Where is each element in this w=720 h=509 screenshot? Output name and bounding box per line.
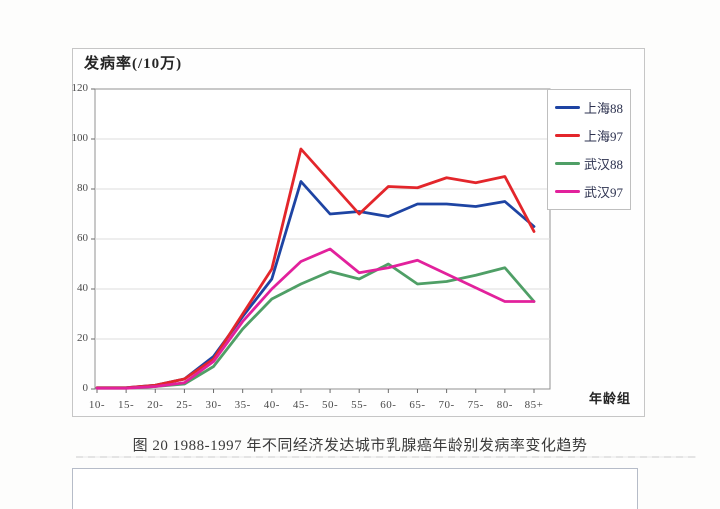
scan-artifact-line — [76, 456, 696, 458]
legend-label: 武汉97 — [584, 184, 624, 200]
legend-item-0: 上海88 — [555, 98, 628, 117]
series-line-3 — [95, 247, 536, 390]
chart-legend: 上海88 上海97 武汉88 武汉97 — [547, 89, 631, 210]
x-axis-title: 年龄组 — [589, 391, 632, 406]
legend-line-swatch — [555, 161, 580, 165]
next-figure-frame — [72, 468, 638, 509]
legend-line-swatch — [555, 189, 580, 193]
legend-label: 武汉88 — [584, 156, 624, 172]
legend-label: 上海88 — [584, 101, 624, 117]
legend-line-swatch — [555, 134, 580, 138]
legend-item-1: 上海97 — [555, 126, 628, 145]
legend-label: 上海97 — [584, 129, 624, 145]
figure-caption: 图 20 1988-1997 年不同经济发达城市乳腺癌年龄别发病率变化趋势 — [132, 438, 588, 454]
legend-item-3: 武汉97 — [555, 182, 628, 201]
series-line-1 — [95, 147, 536, 390]
legend-item-2: 武汉88 — [555, 154, 628, 173]
y-axis-title: 发病率(/10万) — [84, 56, 183, 72]
legend-line-swatch — [555, 106, 580, 110]
